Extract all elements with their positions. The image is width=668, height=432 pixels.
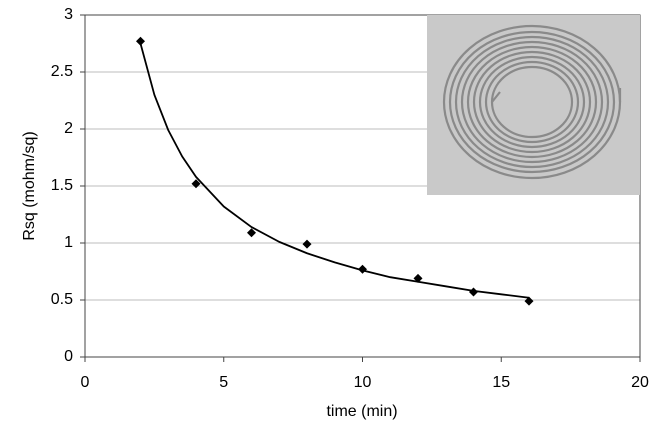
x-tick-label: 15 [492,374,510,391]
x-tick-label: 0 [81,374,90,391]
inset-image [427,15,640,195]
data-point [136,36,145,46]
data-point [302,239,312,249]
spiral-coil [442,24,622,180]
y-tick-label: 3 [64,6,73,23]
fit-curve [139,43,530,299]
data-point [247,228,256,238]
x-tick-label: 5 [219,374,228,391]
x-axis-label: time (min) [326,403,397,420]
y-tick-label: 1.5 [51,177,73,194]
y-axis-label: Rsq (mohm/sq) [21,131,38,240]
y-tick-label: 2.5 [51,63,73,80]
x-tick-label: 20 [631,374,649,391]
y-tick-label: 2 [64,120,73,137]
y-tick-label: 0.5 [51,291,73,308]
y-tick-label: 0 [64,348,73,365]
data-point [524,296,534,306]
data-point [191,179,201,189]
y-tick-label: 1 [64,234,73,251]
x-tick-label: 10 [354,374,372,391]
